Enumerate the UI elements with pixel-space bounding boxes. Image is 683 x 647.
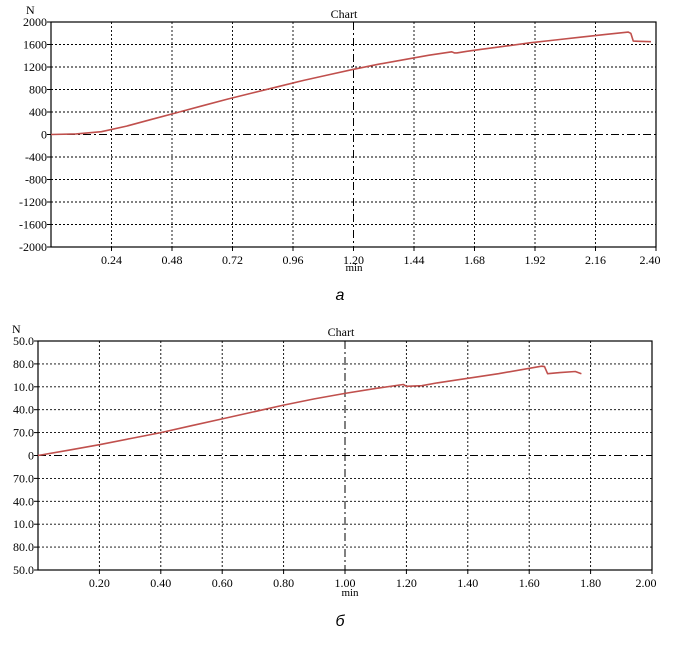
y-axis-label: N (26, 3, 35, 17)
y-tick-label: -1200 (19, 195, 47, 209)
y-tick-label: 1200 (23, 60, 47, 74)
y-tick-label: 1600 (23, 38, 47, 52)
chart-1: 2000 1600 1200 800 400 0 -400 -800 -1200 -1600 -20… (19, 3, 661, 304)
y-axis-label: N (12, 322, 21, 336)
figure-caption: a (336, 287, 345, 304)
x-tick-label: 0.96 (283, 253, 304, 267)
x-axis-label: min (341, 587, 359, 599)
x-tick-label: 0.80 (273, 576, 294, 590)
y-tick-label: 80.0 (13, 540, 34, 554)
y-tick-label: 400 (29, 105, 47, 119)
x-tick-label: 0.40 (150, 576, 171, 590)
y-tick-label: 50.0 (13, 334, 34, 348)
y-tick-label: -400 (25, 150, 47, 164)
x-tick-label: 1.20 (396, 576, 417, 590)
y-tick-label: 70.0 (13, 426, 34, 440)
x-axis-label: min (345, 262, 363, 274)
x-tick-label: 2.00 (636, 576, 657, 590)
y-tick-label: 10.0 (13, 517, 34, 531)
y-tick-label: 40.0 (13, 494, 34, 508)
series-line (51, 32, 651, 134)
x-tick-label: 0.60 (212, 576, 233, 590)
x-tick-label: 1.80 (580, 576, 601, 590)
x-tick-label: 1.40 (457, 576, 478, 590)
x-tick-label: 0.20 (89, 576, 110, 590)
y-tick-label: 80.0 (13, 357, 34, 371)
x-tick-label: 1.92 (525, 253, 546, 267)
y-tick-label: -800 (25, 173, 47, 187)
chart-title: Chart (331, 7, 358, 21)
figure-caption: б (336, 613, 346, 630)
x-tick-label: 0.48 (162, 253, 183, 267)
y-tick-label: 10.0 (13, 380, 34, 394)
y-tick-label: 0 (28, 449, 34, 463)
chart-title: Chart (328, 325, 355, 339)
y-tick-label: -1600 (19, 218, 47, 232)
x-tick-label: 0.72 (222, 253, 243, 267)
series-line (38, 366, 581, 455)
x-tick-label: 1.68 (464, 253, 485, 267)
y-tick-label: 50.0 (13, 563, 34, 577)
y-tick-label: 2000 (23, 15, 47, 29)
y-tick-label: 70.0 (13, 471, 34, 485)
x-tick-label: 2.16 (585, 253, 606, 267)
x-tick-label: 0.24 (101, 253, 122, 267)
chart-2: 50.0 80.0 10.0 40.0 70.0 0 70.0 40.0 10.0 80.0 50.… (12, 322, 657, 630)
x-tick-label: 1.44 (404, 253, 425, 267)
y-tick-label: -2000 (19, 240, 47, 254)
y-tick-label: 800 (29, 83, 47, 97)
y-tick-label: 0 (41, 128, 47, 142)
x-tick-label: 1.60 (519, 576, 540, 590)
x-tick-label: 2.40 (640, 253, 661, 267)
y-tick-label: 40.0 (13, 403, 34, 417)
